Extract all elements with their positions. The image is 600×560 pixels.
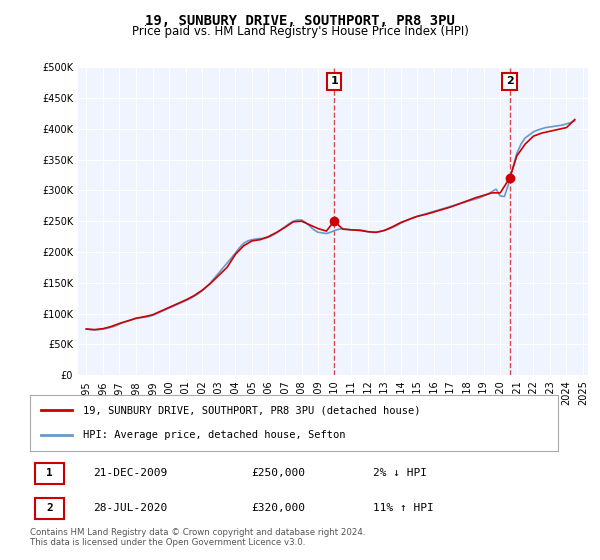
Text: 28-JUL-2020: 28-JUL-2020 [94, 503, 167, 513]
Text: HPI: Average price, detached house, Sefton: HPI: Average price, detached house, Seft… [83, 430, 346, 440]
Text: £250,000: £250,000 [252, 468, 306, 478]
Text: 11% ↑ HPI: 11% ↑ HPI [373, 503, 434, 513]
Text: Price paid vs. HM Land Registry's House Price Index (HPI): Price paid vs. HM Land Registry's House … [131, 25, 469, 38]
Text: 2: 2 [46, 503, 53, 513]
Text: 19, SUNBURY DRIVE, SOUTHPORT, PR8 3PU (detached house): 19, SUNBURY DRIVE, SOUTHPORT, PR8 3PU (d… [83, 405, 420, 416]
FancyBboxPatch shape [35, 463, 64, 484]
FancyBboxPatch shape [35, 498, 64, 519]
Text: £320,000: £320,000 [252, 503, 306, 513]
Text: 1: 1 [46, 468, 53, 478]
Text: Contains HM Land Registry data © Crown copyright and database right 2024.: Contains HM Land Registry data © Crown c… [30, 528, 365, 536]
Text: 21-DEC-2009: 21-DEC-2009 [94, 468, 167, 478]
Text: 2: 2 [506, 76, 514, 86]
Text: 2% ↓ HPI: 2% ↓ HPI [373, 468, 427, 478]
Text: 1: 1 [330, 76, 338, 86]
Text: This data is licensed under the Open Government Licence v3.0.: This data is licensed under the Open Gov… [30, 538, 305, 547]
Text: 19, SUNBURY DRIVE, SOUTHPORT, PR8 3PU: 19, SUNBURY DRIVE, SOUTHPORT, PR8 3PU [145, 14, 455, 28]
